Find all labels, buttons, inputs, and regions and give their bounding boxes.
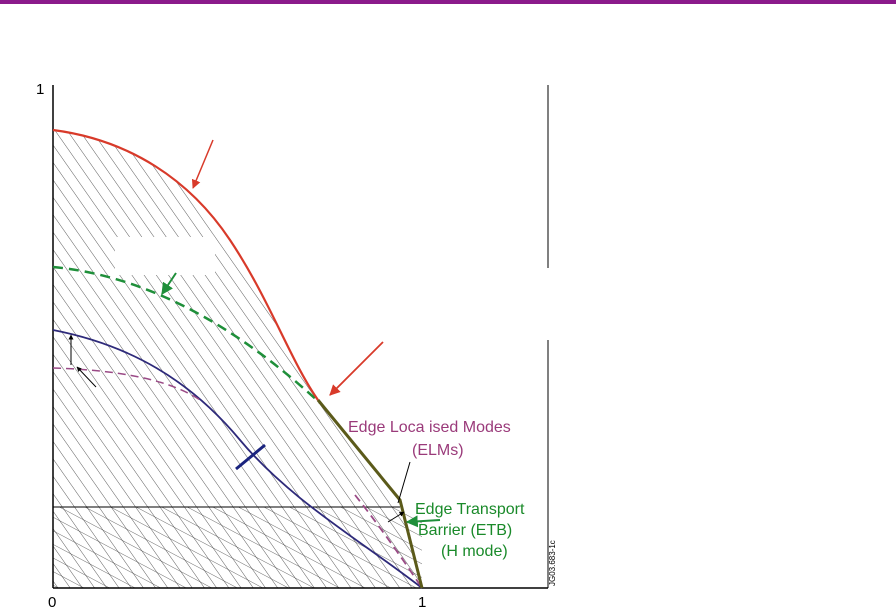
navy-profile-curve [52,329,423,589]
etb-label-line1: Edge Transport [415,501,525,518]
reference-code: JG03.683-1c [548,540,557,586]
red-profile-curve [52,128,319,401]
etb-arrow [405,515,441,528]
elm-label-line2: (ELMs) [412,442,464,459]
blank-label-area [115,237,215,275]
etb-label-line3: (H mode) [441,543,508,560]
elm-arrow [387,511,405,523]
black-arrow-diag [76,366,97,388]
elm-label-line1: Edge Loca ised Modes [348,419,511,436]
elm-pointer-line [397,461,411,504]
y-axis-top-label: 1 [36,81,44,98]
etb-label-line2: Barrier (ETB) [418,522,512,539]
red-arrow-upper [191,139,214,189]
x-axis-end-label: 1 [418,594,426,611]
olive-edge-curve [316,399,424,589]
hatched-region-lower [53,507,422,588]
green-dashed-curve [52,265,321,404]
purple-dashed-edge-curve [354,494,423,589]
top-accent-bar [0,0,896,4]
navy-tick-mark [235,443,266,471]
red-arrow-lower [329,341,384,396]
x-axis-origin-label: 0 [48,594,56,611]
green-arrow [161,272,177,295]
